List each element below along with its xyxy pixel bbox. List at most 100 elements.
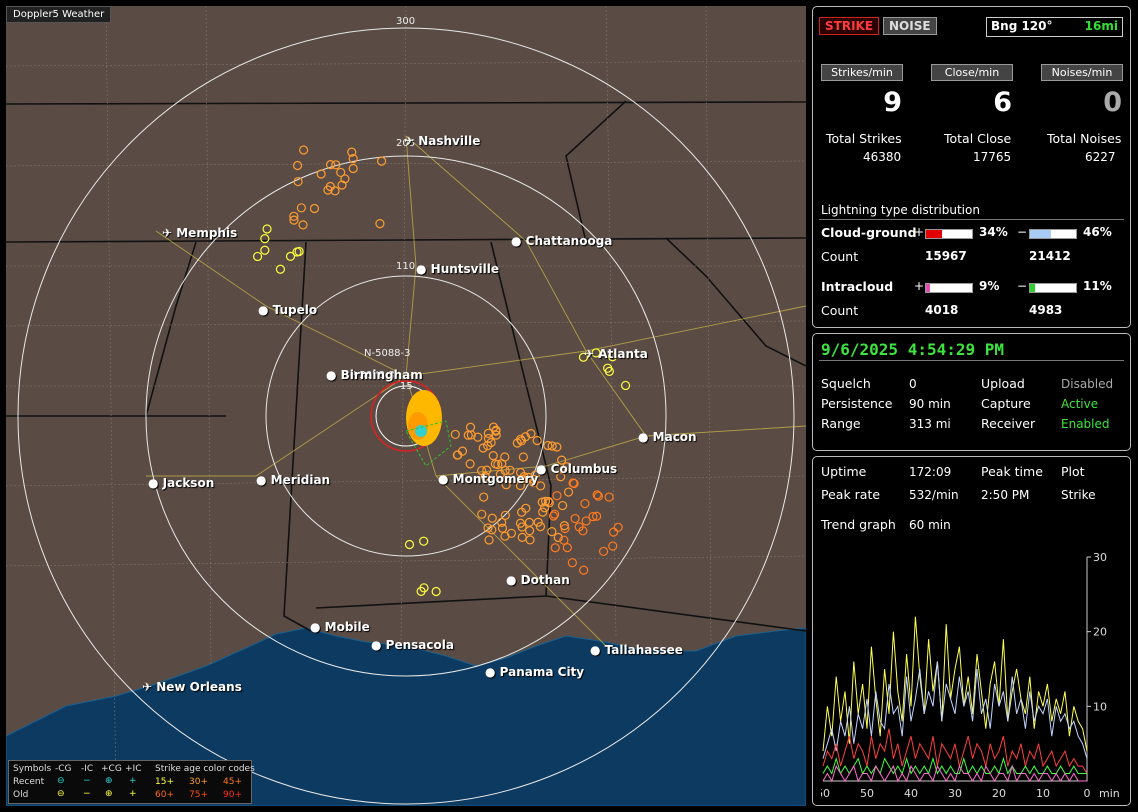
- strike-marker: [526, 429, 536, 439]
- strike-marker: [347, 147, 357, 157]
- strike-marker: [515, 480, 526, 491]
- neg-ic-old-icon: −: [83, 789, 91, 799]
- strike-marker: [516, 434, 526, 444]
- total-strikes-value: 46380: [863, 150, 902, 164]
- strike-marker: [289, 215, 299, 225]
- plot-value[interactable]: Strike: [1061, 488, 1096, 502]
- strike-marker: [592, 490, 602, 500]
- strike-marker: [376, 156, 387, 166]
- legend-header: +IC: [125, 764, 142, 774]
- persistence-label: Persistence: [821, 396, 893, 411]
- legend-age-title: Strike age color codes: [155, 764, 255, 774]
- ring-label-205: 205: [396, 138, 416, 149]
- strike-marker: [608, 527, 619, 537]
- cg-positive-bar: [925, 229, 973, 239]
- cg-negative-fill: [1030, 230, 1052, 238]
- age-code: 30+: [189, 777, 208, 787]
- trend-series-4: [822, 764, 1087, 783]
- strike-marker: [260, 234, 270, 244]
- strike-marker: [465, 459, 475, 469]
- total-close-label: Total Close: [944, 131, 1012, 146]
- divider: [819, 219, 1124, 220]
- strike-marker: [563, 487, 574, 497]
- upload-label: Upload: [981, 376, 1025, 391]
- strike-marker: [262, 224, 272, 234]
- strike-marker: [478, 443, 488, 453]
- strike-marker: [500, 510, 510, 520]
- datetime-display: 9/6/2025 4:54:29 PM: [821, 340, 1005, 359]
- city-label: ● Dothan: [506, 573, 570, 587]
- city-label: ● Birmingham: [326, 368, 423, 382]
- strike-marker: [524, 526, 535, 536]
- strike-marker: [556, 472, 566, 482]
- strike-marker: [486, 437, 496, 448]
- state-borders: [6, 100, 806, 632]
- strike-marker: [524, 517, 534, 527]
- city-label: ● Macon: [638, 430, 697, 444]
- capture-label: Capture: [981, 396, 1031, 411]
- distribution-title: Lightning type distribution: [821, 203, 980, 217]
- x-tick-label: 40: [904, 787, 918, 799]
- strike-marker: [591, 348, 601, 358]
- plus-sign: +: [914, 279, 925, 293]
- strike-marker: [567, 558, 577, 568]
- strike-marker: [538, 507, 548, 517]
- pos-cg-old-icon: ⊕: [105, 789, 113, 799]
- strike-marker: [552, 491, 562, 501]
- peak-time-label: Peak time: [981, 464, 1043, 479]
- noise-mode-button[interactable]: NOISE: [883, 17, 937, 35]
- x-tick-label: 20: [992, 787, 1006, 799]
- city-label: ● Montgomery: [438, 472, 539, 486]
- pos-cg-recent-icon: ⊕: [105, 776, 113, 786]
- age-code: 90+: [223, 790, 242, 800]
- strike-marker: [588, 511, 598, 522]
- strike-marker: [569, 478, 579, 489]
- total-noises-value: 6227: [1085, 150, 1116, 164]
- close-per-min-button[interactable]: Close/min: [931, 64, 1013, 81]
- cloud-ground-label: Cloud-ground: [821, 225, 917, 240]
- total-close-value: 17765: [973, 150, 1012, 164]
- trend-span-value[interactable]: 60 min: [909, 518, 951, 532]
- lightning-map[interactable]: Doppler5 Weather 300 205 110 15 N-5088-3…: [6, 6, 806, 806]
- strike-marker: [500, 465, 510, 476]
- strike-marker: [450, 429, 460, 440]
- noises-per-min-value: 0: [1103, 87, 1122, 118]
- strike-marker: [285, 251, 296, 261]
- strike-marker: [298, 220, 308, 230]
- trend-series-3: [822, 756, 1087, 775]
- neg-cg-recent-icon: ⊖: [57, 776, 65, 786]
- peak-rate-label: Peak rate: [821, 487, 881, 502]
- strike-marker: [477, 465, 487, 476]
- city-label: ● Meridian: [256, 473, 331, 487]
- squelch-value: 0: [909, 377, 917, 391]
- y-tick-label: 20: [1093, 626, 1107, 639]
- strike-marker: [603, 363, 613, 373]
- strike-marker: [482, 465, 492, 475]
- strike-marker: [580, 498, 590, 509]
- ic-negative-fill: [1030, 284, 1036, 292]
- strike-marker: [488, 422, 499, 432]
- strike-marker: [520, 432, 531, 442]
- highways: [146, 135, 806, 647]
- strike-marker: [543, 440, 553, 451]
- map-canvas[interactable]: [6, 6, 806, 806]
- strike-marker: [479, 492, 489, 502]
- city-label: ● Mobile: [310, 620, 370, 634]
- strike-marker: [252, 251, 263, 262]
- strike-marker: [552, 442, 562, 452]
- receiver-value: Enabled: [1061, 417, 1110, 431]
- strike-marker: [491, 425, 501, 435]
- ring-label-110: 110: [396, 261, 416, 272]
- strike-marker: [484, 535, 494, 545]
- strikes-per-min-button[interactable]: Strikes/min: [821, 64, 903, 81]
- strike-marks: [252, 145, 631, 597]
- cg-negative-bar: [1029, 229, 1077, 239]
- strike-marker: [348, 163, 358, 174]
- strike-marker: [533, 517, 543, 527]
- strike-marker: [515, 467, 526, 478]
- cg-positive-pct: 34%: [979, 225, 1008, 239]
- strike-mode-button[interactable]: STRIKE: [819, 17, 880, 35]
- cg-positive-fill: [926, 230, 942, 238]
- strike-marker: [620, 380, 631, 391]
- noises-per-min-button[interactable]: Noises/min: [1041, 64, 1123, 81]
